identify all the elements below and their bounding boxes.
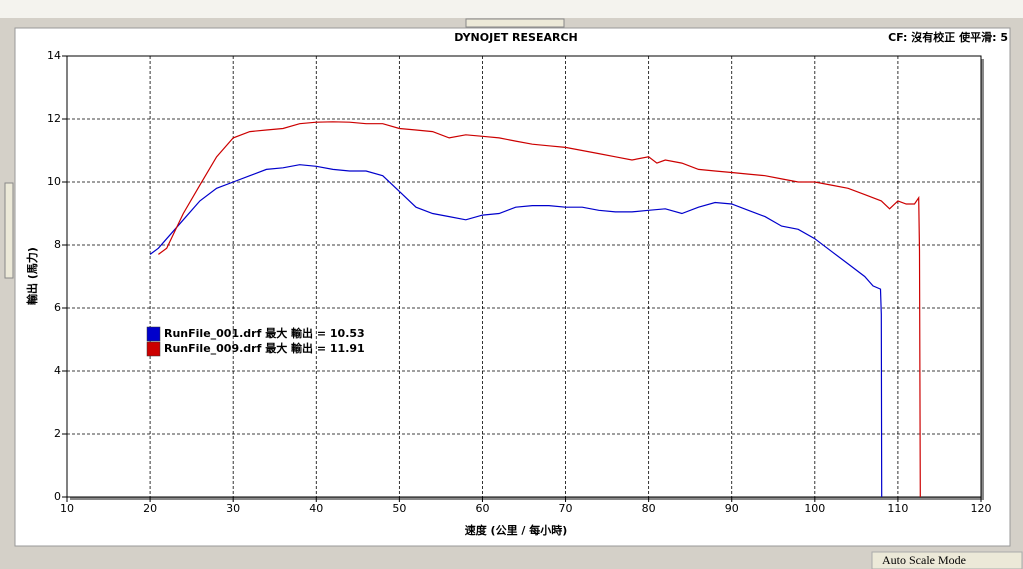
status-text: Auto Scale Mode bbox=[882, 553, 966, 567]
x-axis-label: 速度 (公里 / 每小時) bbox=[465, 523, 568, 537]
legend-label: RunFile_009.drf 最大 輸出 = 11.91 bbox=[164, 341, 365, 355]
x-tick-label: 100 bbox=[804, 502, 825, 515]
x-tick-label: 90 bbox=[725, 502, 739, 515]
y-tick-label: 8 bbox=[54, 238, 61, 251]
y-tick-label: 0 bbox=[54, 490, 61, 503]
legend-swatch bbox=[146, 326, 161, 342]
side-handle[interactable] bbox=[4, 182, 14, 279]
series-line bbox=[149, 164, 883, 498]
x-tick-label: 60 bbox=[475, 502, 489, 515]
splitter-handle[interactable] bbox=[465, 18, 565, 28]
x-tick-label: 20 bbox=[143, 502, 157, 515]
x-tick-label: 120 bbox=[971, 502, 992, 515]
status-bar bbox=[871, 551, 1023, 569]
legend-swatch bbox=[146, 341, 161, 357]
x-tick-label: 10 bbox=[60, 502, 74, 515]
x-tick-label: 70 bbox=[559, 502, 573, 515]
y-tick-label: 4 bbox=[54, 364, 61, 377]
x-tick-label: 30 bbox=[226, 502, 240, 515]
chart-subtitle: CF: 沒有校正 使平滑: 5 bbox=[888, 30, 1008, 44]
series-line bbox=[158, 121, 921, 498]
x-tick-label: 40 bbox=[309, 502, 323, 515]
x-tick-label: 80 bbox=[642, 502, 656, 515]
chart-title: DYNOJET RESEARCH bbox=[454, 31, 577, 44]
y-tick-label: 10 bbox=[47, 175, 61, 188]
x-tick-label: 50 bbox=[392, 502, 406, 515]
y-tick-label: 14 bbox=[47, 49, 61, 62]
y-tick-label: 2 bbox=[54, 427, 61, 440]
legend-label: RunFile_001.drf 最大 輸出 = 10.53 bbox=[164, 326, 365, 340]
y-axis-label: 輸出 (馬力) bbox=[25, 247, 39, 305]
x-tick-label: 110 bbox=[887, 502, 908, 515]
top-pane bbox=[0, 0, 1023, 18]
y-tick-label: 12 bbox=[47, 112, 61, 125]
plot-area bbox=[66, 55, 982, 498]
y-tick-label: 6 bbox=[54, 301, 61, 314]
